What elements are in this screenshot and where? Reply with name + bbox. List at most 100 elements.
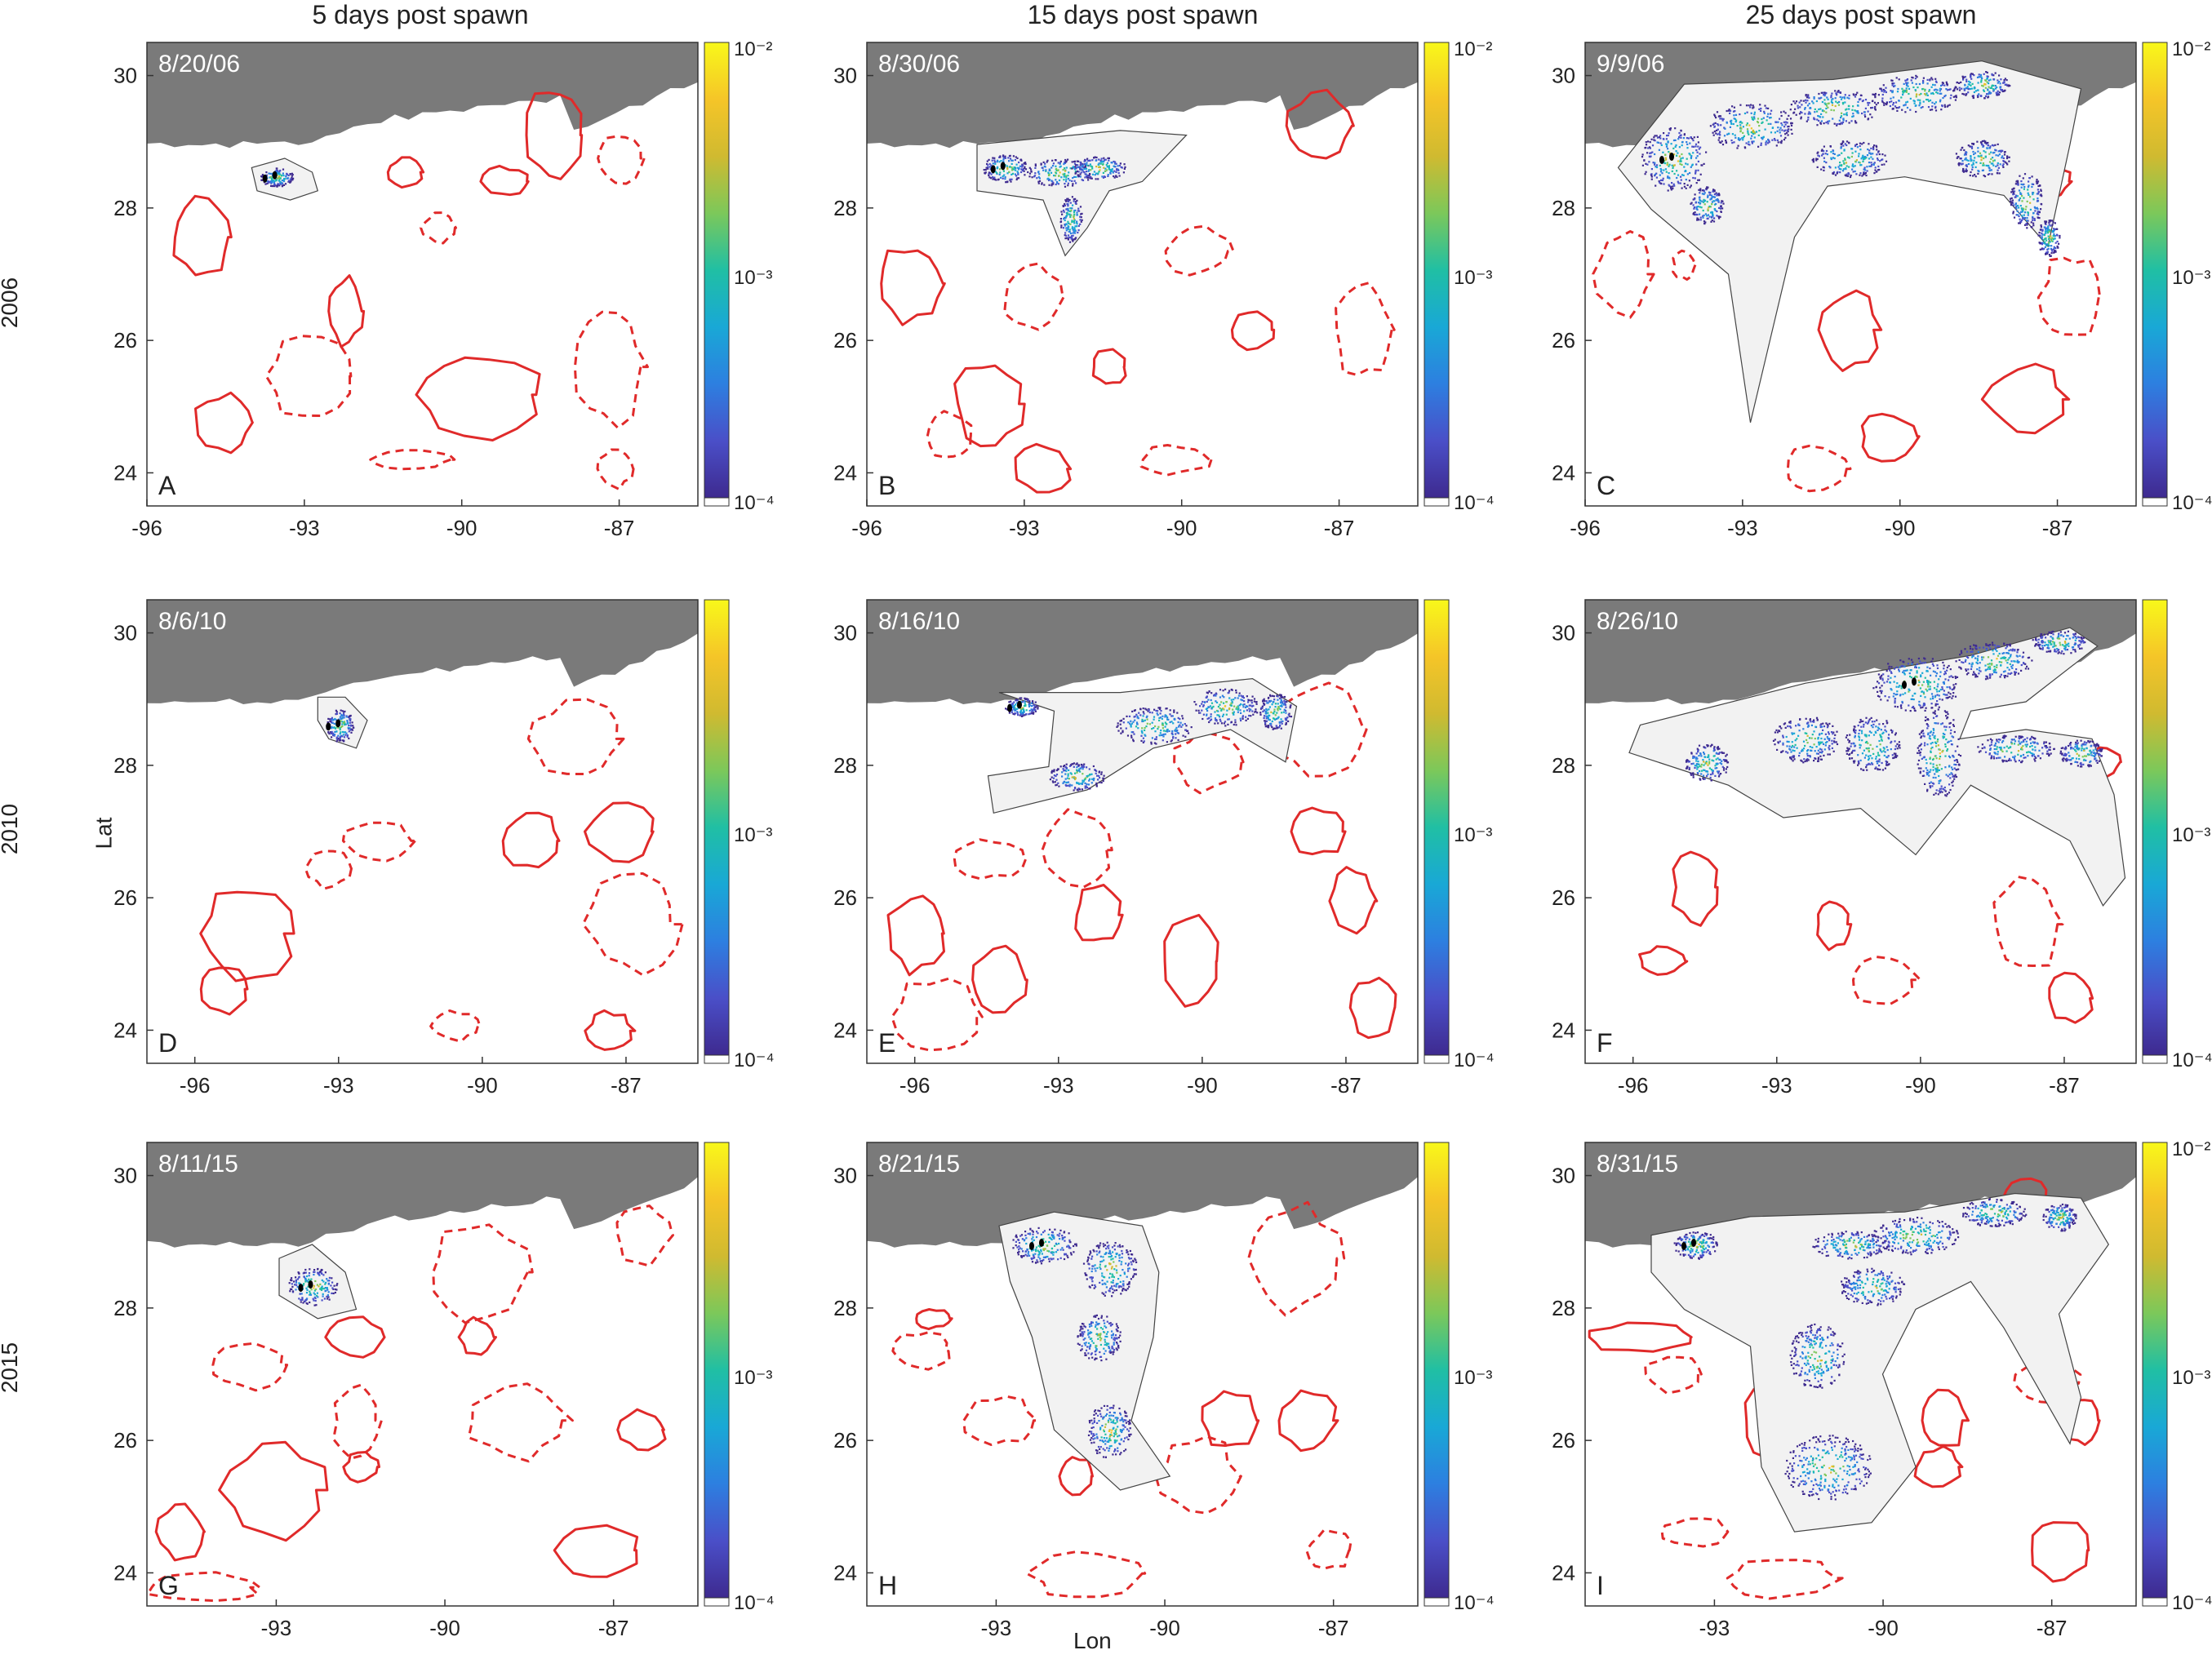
colorbar-tick-label: 10⁻³ bbox=[734, 1367, 772, 1389]
larval-density-field bbox=[1673, 1198, 2077, 1501]
x-tick-label: -90 bbox=[446, 516, 477, 540]
panel-letter: F bbox=[1597, 1028, 1613, 1058]
x-tick-label: -90 bbox=[467, 1073, 498, 1098]
colorbar bbox=[704, 1142, 730, 1599]
colorbar-tick-label: 10⁻⁴ bbox=[734, 1592, 775, 1614]
spawn-site-marker bbox=[990, 162, 1006, 174]
colorbar-tick-label: 10⁻⁴ bbox=[2172, 1049, 2212, 1071]
eddy-anticyclonic-contour bbox=[953, 364, 1026, 448]
panel-letter: G bbox=[158, 1571, 179, 1600]
colorbar-tick-label: 10⁻⁴ bbox=[1454, 492, 1495, 514]
panel-letter: A bbox=[158, 471, 176, 500]
x-tick-label: -87 bbox=[2049, 1073, 2080, 1098]
eddy-cyclonic-contour bbox=[432, 1223, 534, 1324]
map-frame bbox=[866, 42, 1419, 507]
eddy-anticyclonic-contour bbox=[457, 1315, 497, 1356]
colorbar-tick-label: 10⁻³ bbox=[1454, 267, 1492, 289]
x-tick-label: -87 bbox=[2037, 1616, 2068, 1640]
eddy-anticyclonic-contour bbox=[1091, 348, 1127, 385]
colorbar bbox=[2142, 599, 2168, 1056]
y-tick-label: 26 bbox=[833, 1428, 857, 1453]
eddy-anticyclonic-contour bbox=[1980, 362, 2071, 435]
map-frame bbox=[146, 42, 699, 507]
row-label-2015: 2015 bbox=[0, 1342, 22, 1394]
colorbar-tick-label: 10⁻³ bbox=[734, 824, 772, 846]
y-tick-label: 30 bbox=[1552, 64, 1575, 88]
panel-date-label: 8/26/10 bbox=[1597, 608, 1678, 635]
map-frame bbox=[146, 1142, 699, 1607]
eddy-anticyclonic-contour bbox=[1638, 945, 1689, 976]
spawn-site-marker bbox=[1659, 153, 1674, 164]
x-tick-label: -87 bbox=[1324, 516, 1355, 540]
eddy-cyclonic-contour bbox=[1660, 1517, 1730, 1548]
eddy-cyclonic-contour bbox=[1592, 230, 1655, 319]
x-tick-label: -93 bbox=[1761, 1073, 1792, 1098]
y-tick-label: 24 bbox=[1552, 460, 1575, 485]
map-frame bbox=[1584, 42, 2137, 507]
land-coastline bbox=[147, 42, 698, 158]
map-panel-F: 8/26/10 F-96 -93 -90 -87 24 26 28 30 10⁻³ 10⁻⁴ bbox=[1552, 599, 2212, 1098]
eddy-cyclonic-contour bbox=[581, 872, 684, 977]
eddy-anticyclonic-contour bbox=[971, 944, 1028, 1014]
map-panel-D: 8/6/10 D-96 -93 -90 -87 24 26 28 30 10⁻³ 10⁻⁴ bbox=[113, 599, 775, 1098]
eddy-cyclonic-contour bbox=[369, 449, 456, 471]
spawn-site-marker bbox=[298, 1280, 313, 1293]
eddy-anticyclonic-contour bbox=[1921, 1388, 1970, 1447]
eddy-anticyclonic-contour bbox=[386, 156, 425, 189]
eddy-anticyclonic-contour bbox=[1058, 1456, 1094, 1497]
eddy-cyclonic-contour bbox=[2037, 256, 2102, 336]
x-tick-label: -93 bbox=[1727, 516, 1758, 540]
eddy-anticyclonic-contour bbox=[915, 1308, 953, 1331]
y-tick-label: 28 bbox=[113, 196, 137, 220]
y-tick-label: 30 bbox=[1552, 621, 1575, 645]
panel-letter: D bbox=[158, 1028, 177, 1058]
eddy-anticyclonic-contour bbox=[324, 1315, 386, 1359]
panel-date-label: 8/6/10 bbox=[158, 608, 226, 635]
x-tick-label: -93 bbox=[981, 1616, 1012, 1640]
eddy-anticyclonic-contour bbox=[584, 801, 655, 863]
column-title-5-days: 5 days post spawn bbox=[312, 0, 529, 29]
colorbar bbox=[1424, 599, 1450, 1056]
spawn-site-marker bbox=[1681, 1238, 1696, 1250]
land-coastline bbox=[867, 42, 1418, 158]
eddy-cyclonic-contour bbox=[420, 211, 457, 245]
y-tick-label: 30 bbox=[113, 64, 137, 88]
eddy-cyclonic-contour bbox=[1305, 1528, 1353, 1570]
panel-letter: C bbox=[1597, 471, 1615, 500]
x-tick-label: -96 bbox=[851, 516, 882, 540]
larval-density-field bbox=[983, 154, 1126, 243]
colorbar-tick-label: 10⁻³ bbox=[1454, 1367, 1492, 1389]
y-tick-label: 30 bbox=[833, 621, 857, 645]
map-frame bbox=[866, 599, 1419, 1064]
x-tick-label: -90 bbox=[1187, 1073, 1218, 1098]
panel-date-label: 9/9/06 bbox=[1597, 51, 1664, 78]
y-tick-label: 30 bbox=[1552, 1164, 1575, 1188]
eddy-cyclonic-contour bbox=[962, 1395, 1038, 1446]
x-tick-label: -93 bbox=[261, 1616, 292, 1640]
colorbar-tick-label: 10⁻⁴ bbox=[1454, 1049, 1495, 1071]
y-tick-label: 26 bbox=[113, 885, 137, 910]
eddy-cyclonic-contour bbox=[1335, 282, 1396, 376]
eddy-anticyclonic-contour bbox=[1328, 866, 1379, 935]
y-tick-label: 28 bbox=[113, 1296, 137, 1320]
eddy-cyclonic-contour bbox=[341, 821, 417, 863]
eddy-anticyclonic-contour bbox=[1816, 900, 1853, 951]
eddy-cyclonic-contour bbox=[1726, 1559, 1844, 1600]
x-tick-label: -93 bbox=[1699, 1616, 1730, 1640]
dispersal-hull bbox=[998, 1211, 1171, 1491]
y-tick-label: 26 bbox=[113, 1428, 137, 1453]
map-panel-A: 8/20/06 A -96 -93 -90 -87 24 26 28 30 10⁻² 10⁻³ 10⁻⁴ bbox=[113, 38, 775, 540]
colorbar bbox=[1424, 42, 1450, 499]
eddy-cyclonic-contour bbox=[1173, 730, 1245, 795]
x-tick-label: -93 bbox=[1009, 516, 1040, 540]
land-coastline bbox=[867, 600, 1418, 716]
row-label-2006: 2006 bbox=[0, 277, 22, 329]
panel-letter: I bbox=[1597, 1571, 1604, 1600]
eddy-cyclonic-contour bbox=[926, 410, 973, 459]
dispersal-hull bbox=[976, 130, 1188, 257]
x-tick-label: -87 bbox=[1318, 1616, 1349, 1640]
eddy-anticyclonic-contour bbox=[342, 1451, 380, 1484]
y-tick-label: 30 bbox=[113, 1164, 137, 1188]
y-tick-label: 30 bbox=[833, 1164, 857, 1188]
eddy-cyclonic-contour bbox=[467, 1382, 574, 1463]
